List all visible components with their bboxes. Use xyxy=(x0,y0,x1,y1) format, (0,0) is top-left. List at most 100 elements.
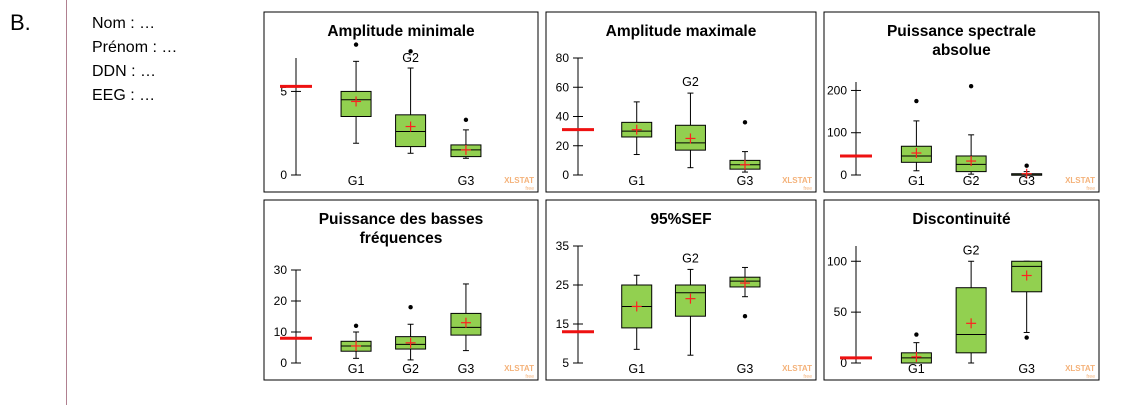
box-g1: G1 xyxy=(621,274,653,376)
group-label: G1 xyxy=(348,174,365,188)
group-label: G2 xyxy=(963,174,980,188)
y-tick-label: 200 xyxy=(827,83,847,97)
group-label: G3 xyxy=(458,174,475,188)
chart-title: Puissance spectrale xyxy=(887,23,1036,40)
y-tick-label: 20 xyxy=(556,139,570,153)
box-g3: G3 xyxy=(450,283,482,376)
xlstat-watermark: XLSTAT xyxy=(1065,364,1095,373)
info-eeg: EEG : … xyxy=(92,87,156,104)
y-tick-label: 0 xyxy=(840,356,847,370)
y-tick-label: 40 xyxy=(556,110,570,124)
box-g2: G2 xyxy=(955,84,987,188)
outlier-point xyxy=(742,314,748,319)
outlier-point xyxy=(914,98,919,104)
box-g3: G3 xyxy=(729,120,761,188)
box-g2: G2 xyxy=(674,251,706,356)
group-label: G2 xyxy=(402,362,419,376)
y-tick-label: 0 xyxy=(562,168,569,182)
outlier-point xyxy=(353,323,359,328)
group-label: G3 xyxy=(1018,362,1035,376)
group-label: G3 xyxy=(1018,174,1035,188)
info-birthdate: DDN : … xyxy=(92,63,156,80)
group-label: G1 xyxy=(908,174,925,188)
y-tick-label: 25 xyxy=(556,278,570,292)
box-g1: G1 xyxy=(621,101,653,188)
xlstat-watermark: XLSTAT xyxy=(782,364,812,373)
y-tick-label: 35 xyxy=(556,239,570,253)
y-tick-label: 5 xyxy=(562,356,569,370)
y-tick-label: 15 xyxy=(556,317,570,331)
group-label: G1 xyxy=(628,174,645,188)
y-tick-label: 10 xyxy=(274,325,288,339)
y-tick-label: 100 xyxy=(827,126,847,140)
section-letter: B. xyxy=(10,10,31,35)
chart-frame xyxy=(263,11,539,193)
outlier-point xyxy=(463,117,469,123)
y-tick-label: 20 xyxy=(274,294,288,308)
outlier-point xyxy=(968,84,974,89)
info-firstname: Prénom : … xyxy=(92,39,178,56)
chart-title: Amplitude minimale xyxy=(327,23,475,40)
box-g1: G1 xyxy=(900,98,932,188)
chart-title: Discontinuité xyxy=(912,211,1011,228)
box-g3: G3 xyxy=(1011,260,1043,376)
group-label: G3 xyxy=(737,362,754,376)
y-tick-label: 50 xyxy=(834,305,848,319)
chart-title: Puissance des basses xyxy=(319,211,484,228)
box-g2: G2 xyxy=(395,305,427,376)
group-label: G3 xyxy=(737,174,754,188)
xlstat-watermark-sub: free xyxy=(803,374,812,380)
group-label: G1 xyxy=(348,362,365,376)
outlier-point xyxy=(742,120,748,125)
chart-title: 95%SEF xyxy=(650,211,711,228)
group-label: G2 xyxy=(682,251,699,265)
xlstat-watermark: XLSTAT xyxy=(1065,176,1095,185)
outlier-point xyxy=(353,42,359,47)
xlstat-watermark-sub: free xyxy=(1086,186,1095,192)
outlier-point xyxy=(408,49,413,54)
xlstat-watermark-sub: free xyxy=(525,186,534,192)
patient-info: Nom : … Prénom : … DDN : … EEG : … xyxy=(92,12,177,108)
outlier-point xyxy=(914,332,919,337)
vertical-divider xyxy=(66,0,67,405)
chart-frame xyxy=(263,199,539,381)
chart-frame xyxy=(545,11,817,193)
y-tick-label: 80 xyxy=(556,51,570,65)
y-tick-label: 0 xyxy=(280,356,287,370)
group-label: G3 xyxy=(458,362,475,376)
box-g2: G2 xyxy=(674,75,706,169)
group-label: G2 xyxy=(963,243,980,257)
box-g2: G2 xyxy=(955,243,987,364)
chart-title: absolue xyxy=(932,42,991,59)
box-iqr xyxy=(955,287,987,354)
box-g1: G1 xyxy=(900,332,932,376)
box-g3: G3 xyxy=(729,266,761,376)
y-tick-label: 100 xyxy=(827,254,847,268)
group-label: G2 xyxy=(682,75,699,89)
y-tick-label: 5 xyxy=(280,84,287,98)
box-g3: G3 xyxy=(1011,163,1043,188)
chart-title: fréquences xyxy=(360,230,443,247)
xlstat-watermark: XLSTAT xyxy=(504,176,534,185)
box-g1: G1 xyxy=(340,42,372,188)
box-g1: G1 xyxy=(340,323,372,376)
chart-title: Amplitude maximale xyxy=(606,23,757,40)
y-tick-label: 0 xyxy=(840,168,847,182)
xlstat-watermark-sub: free xyxy=(803,186,812,192)
chart-panel-2: Amplitude maximale 0 20 40 60 80 G1 G2 G3 XLSTATf… xyxy=(545,11,817,193)
xlstat-watermark: XLSTAT xyxy=(782,176,812,185)
group-label: G2 xyxy=(402,51,419,65)
group-label: G1 xyxy=(628,362,645,376)
outlier-point xyxy=(408,305,413,310)
box-g3: G3 xyxy=(450,117,482,188)
xlstat-watermark-sub: free xyxy=(525,374,534,380)
outlier-point xyxy=(1024,163,1029,168)
xlstat-watermark-sub: free xyxy=(1086,374,1095,380)
chart-panel-4: Puissance des basses fréquences 0 10 20 30 G1 G… xyxy=(263,199,539,381)
info-name: Nom : … xyxy=(92,15,156,32)
group-label: G1 xyxy=(908,362,925,376)
outlier-point xyxy=(1024,335,1029,340)
